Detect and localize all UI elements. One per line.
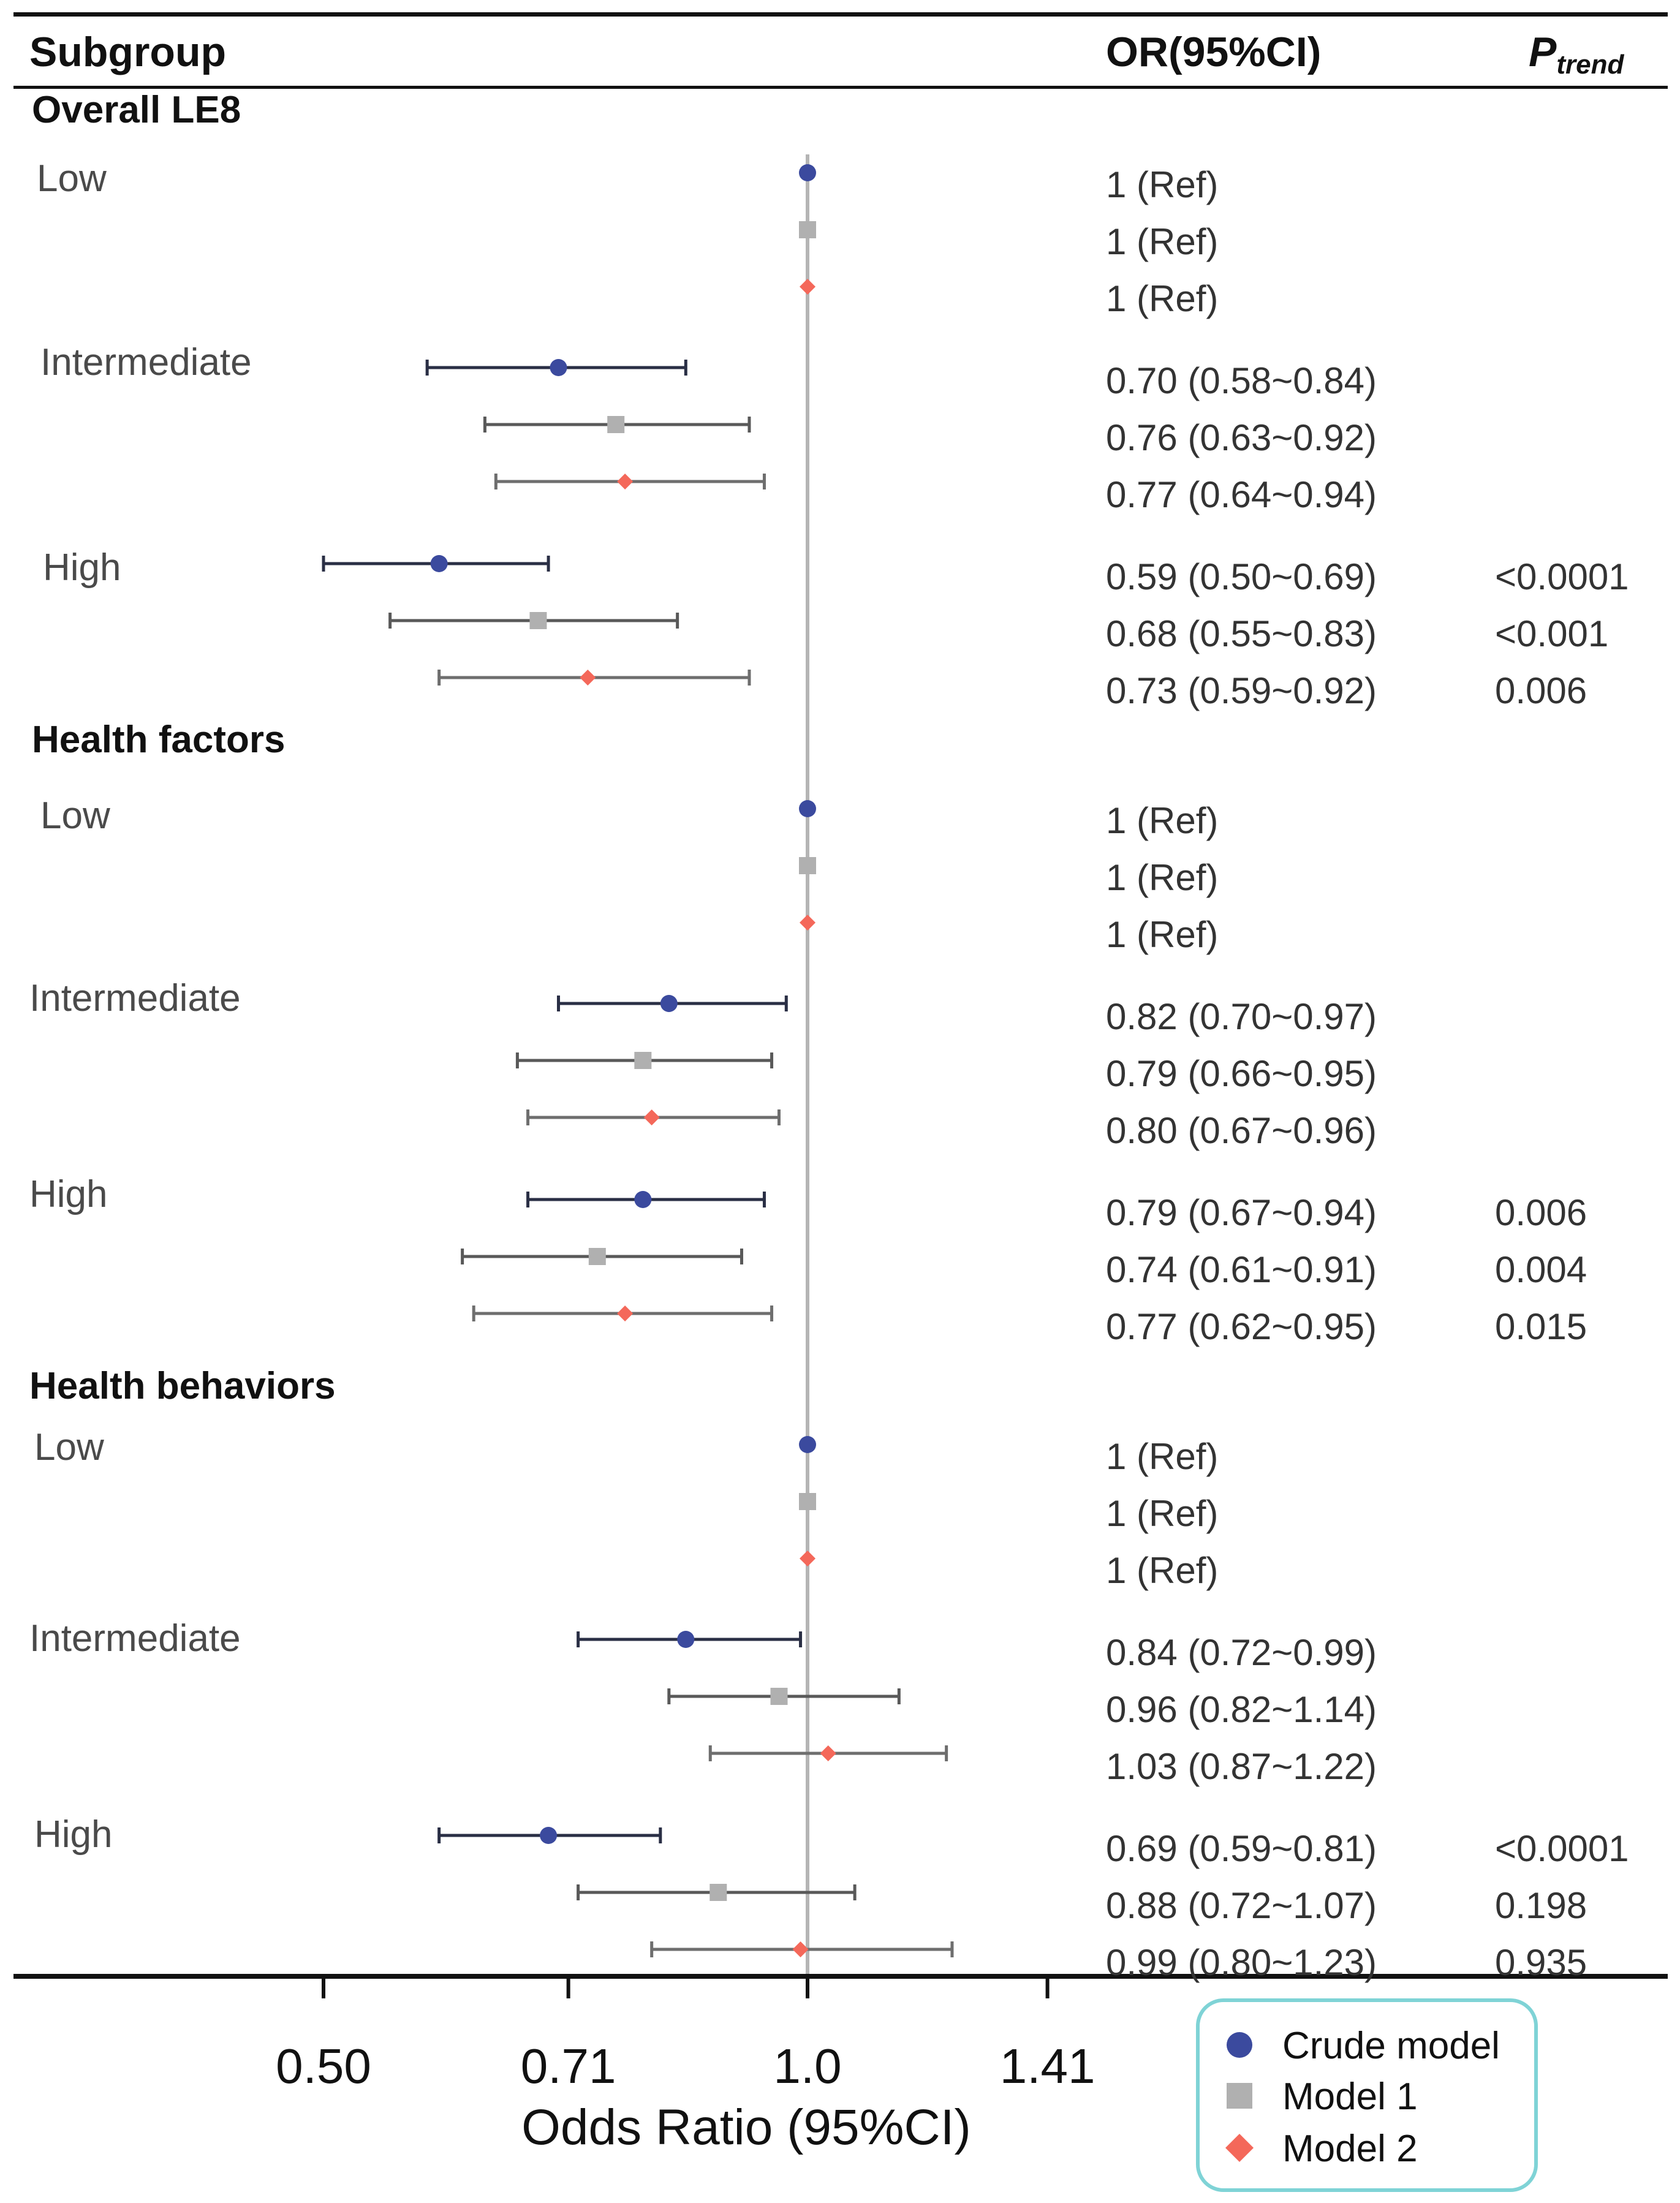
level-label: High	[34, 1813, 113, 1856]
level-label: Intermediate	[29, 1617, 241, 1660]
or-ci-text: 0.73 (0.59~0.92)	[1106, 670, 1377, 711]
or-ci-text: 0.68 (0.55~0.83)	[1106, 613, 1377, 654]
level-label: Low	[34, 1426, 104, 1468]
level-label: Low	[40, 795, 110, 837]
or-ci-text: 0.84 (0.72~0.99)	[1106, 1632, 1377, 1673]
header-underline	[13, 86, 1668, 89]
point-model1	[607, 416, 625, 433]
point-crude	[540, 1827, 558, 1844]
point-crude	[660, 995, 678, 1012]
or-ci-text: 0.88 (0.72~1.07)	[1106, 1885, 1377, 1926]
or-ci-text: 0.70 (0.58~0.84)	[1106, 360, 1377, 401]
or-ci-text: 1 (Ref)	[1106, 1436, 1218, 1477]
point-model2	[643, 1109, 660, 1125]
x-tick-label: 1.41	[1000, 2039, 1095, 2093]
or-ci-text: 0.82 (0.70~0.97)	[1106, 996, 1377, 1037]
p-trend-value: 0.198	[1495, 1885, 1587, 1926]
or-ci-text: 0.77 (0.62~0.95)	[1106, 1306, 1377, 1347]
level-label: High	[43, 546, 121, 589]
point-model2	[800, 279, 815, 295]
point-model2	[617, 1306, 634, 1321]
legend-label-model2: Model 2	[1282, 2128, 1418, 2170]
or-ci-text: 1 (Ref)	[1106, 914, 1218, 955]
p-trend-value: 0.015	[1495, 1306, 1587, 1347]
point-crude	[799, 800, 816, 817]
or-ci-text: 1 (Ref)	[1106, 1550, 1218, 1591]
point-model1	[799, 1493, 816, 1510]
level-label: Intermediate	[29, 977, 241, 1019]
or-ci-text: 0.69 (0.59~0.81)	[1106, 1828, 1377, 1869]
p-trend-value: 0.006	[1495, 1192, 1587, 1233]
or-ci-text: 1 (Ref)	[1106, 164, 1218, 205]
p-trend-value: 0.935	[1495, 1942, 1587, 1983]
or-ci-text: 0.77 (0.64~0.94)	[1106, 474, 1377, 515]
or-ci-text: 0.79 (0.67~0.94)	[1106, 1192, 1377, 1233]
x-tick-label: 0.71	[521, 2039, 616, 2093]
or-ci-text: 0.79 (0.66~0.95)	[1106, 1053, 1377, 1094]
or-ci-text: 0.76 (0.63~0.92)	[1106, 417, 1377, 458]
header-subgroup: Subgroup	[29, 29, 226, 75]
x-tick-label: 0.50	[276, 2039, 371, 2093]
legend-label-crude: Crude model	[1282, 2025, 1500, 2067]
or-ci-text: 0.59 (0.50~0.69)	[1106, 556, 1377, 597]
group-title: Overall LE8	[32, 89, 241, 131]
point-model1	[770, 1688, 788, 1705]
legend-marker-model1	[1227, 2083, 1252, 2109]
or-ci-text: 1 (Ref)	[1106, 800, 1218, 841]
point-model1	[799, 857, 816, 874]
point-model2	[820, 1745, 836, 1761]
point-crude	[799, 164, 816, 181]
point-crude	[677, 1631, 695, 1648]
header-p-main: P	[1529, 29, 1557, 75]
point-model1	[799, 221, 816, 238]
level-label: Intermediate	[40, 341, 252, 384]
or-ci-text: 0.74 (0.61~0.91)	[1106, 1249, 1377, 1290]
legend-box	[1196, 1998, 1538, 2192]
p-trend-value: <0.0001	[1495, 556, 1629, 597]
top-border	[13, 12, 1668, 17]
point-crude	[799, 1436, 816, 1453]
point-model1	[634, 1052, 652, 1069]
x-tick-label: 1.0	[773, 2039, 841, 2093]
legend-marker-crude	[1227, 2032, 1252, 2058]
forest-rows: Overall LE8 Low 1 (Ref) 1 (Ref) 1 (Ref) Inter…	[29, 89, 1629, 1983]
level-label: High	[29, 1173, 108, 1215]
legend-marker-model2	[1225, 2134, 1254, 2162]
p-trend-value: 0.004	[1495, 1249, 1587, 1290]
header-or: OR(95%CI)	[1106, 29, 1321, 75]
legend: Crude model Model 1 Model 2	[1196, 1998, 1538, 2192]
header-p-trend: Ptrend	[1529, 29, 1624, 80]
point-model2	[617, 474, 634, 489]
level-label: Low	[37, 157, 107, 200]
point-model1	[709, 1884, 727, 1901]
point-model2	[580, 670, 596, 686]
point-crude	[634, 1191, 652, 1208]
point-crude	[550, 359, 567, 376]
or-ci-text: 1.03 (0.87~1.22)	[1106, 1746, 1377, 1787]
header-p-sub: trend	[1556, 50, 1624, 80]
or-ci-text: 1 (Ref)	[1106, 1493, 1218, 1534]
or-ci-text: 0.96 (0.82~1.14)	[1106, 1689, 1377, 1730]
p-trend-value: <0.001	[1495, 613, 1608, 654]
point-model2	[800, 1551, 815, 1566]
or-ci-text: 0.99 (0.80~1.23)	[1106, 1942, 1377, 1983]
x-ticks: 0.50 0.71 1.0 1.41	[276, 1978, 1095, 2093]
group-title: Health factors	[32, 719, 285, 761]
point-model1	[588, 1248, 606, 1265]
p-trend-value: 0.006	[1495, 670, 1587, 711]
or-ci-text: 1 (Ref)	[1106, 221, 1218, 262]
x-axis-label: Odds Ratio (95%CI)	[521, 2099, 971, 2155]
point-model1	[529, 612, 547, 629]
or-ci-text: 0.80 (0.67~0.96)	[1106, 1110, 1377, 1151]
or-ci-text: 1 (Ref)	[1106, 857, 1218, 898]
point-model2	[800, 915, 815, 931]
group-title: Health behaviors	[29, 1365, 336, 1407]
or-ci-text: 1 (Ref)	[1106, 278, 1218, 319]
x-axis-line	[13, 1974, 1668, 1979]
p-trend-value: <0.0001	[1495, 1828, 1629, 1869]
point-model2	[792, 1941, 809, 1957]
point-crude	[430, 555, 448, 572]
legend-label-model1: Model 1	[1282, 2076, 1418, 2118]
